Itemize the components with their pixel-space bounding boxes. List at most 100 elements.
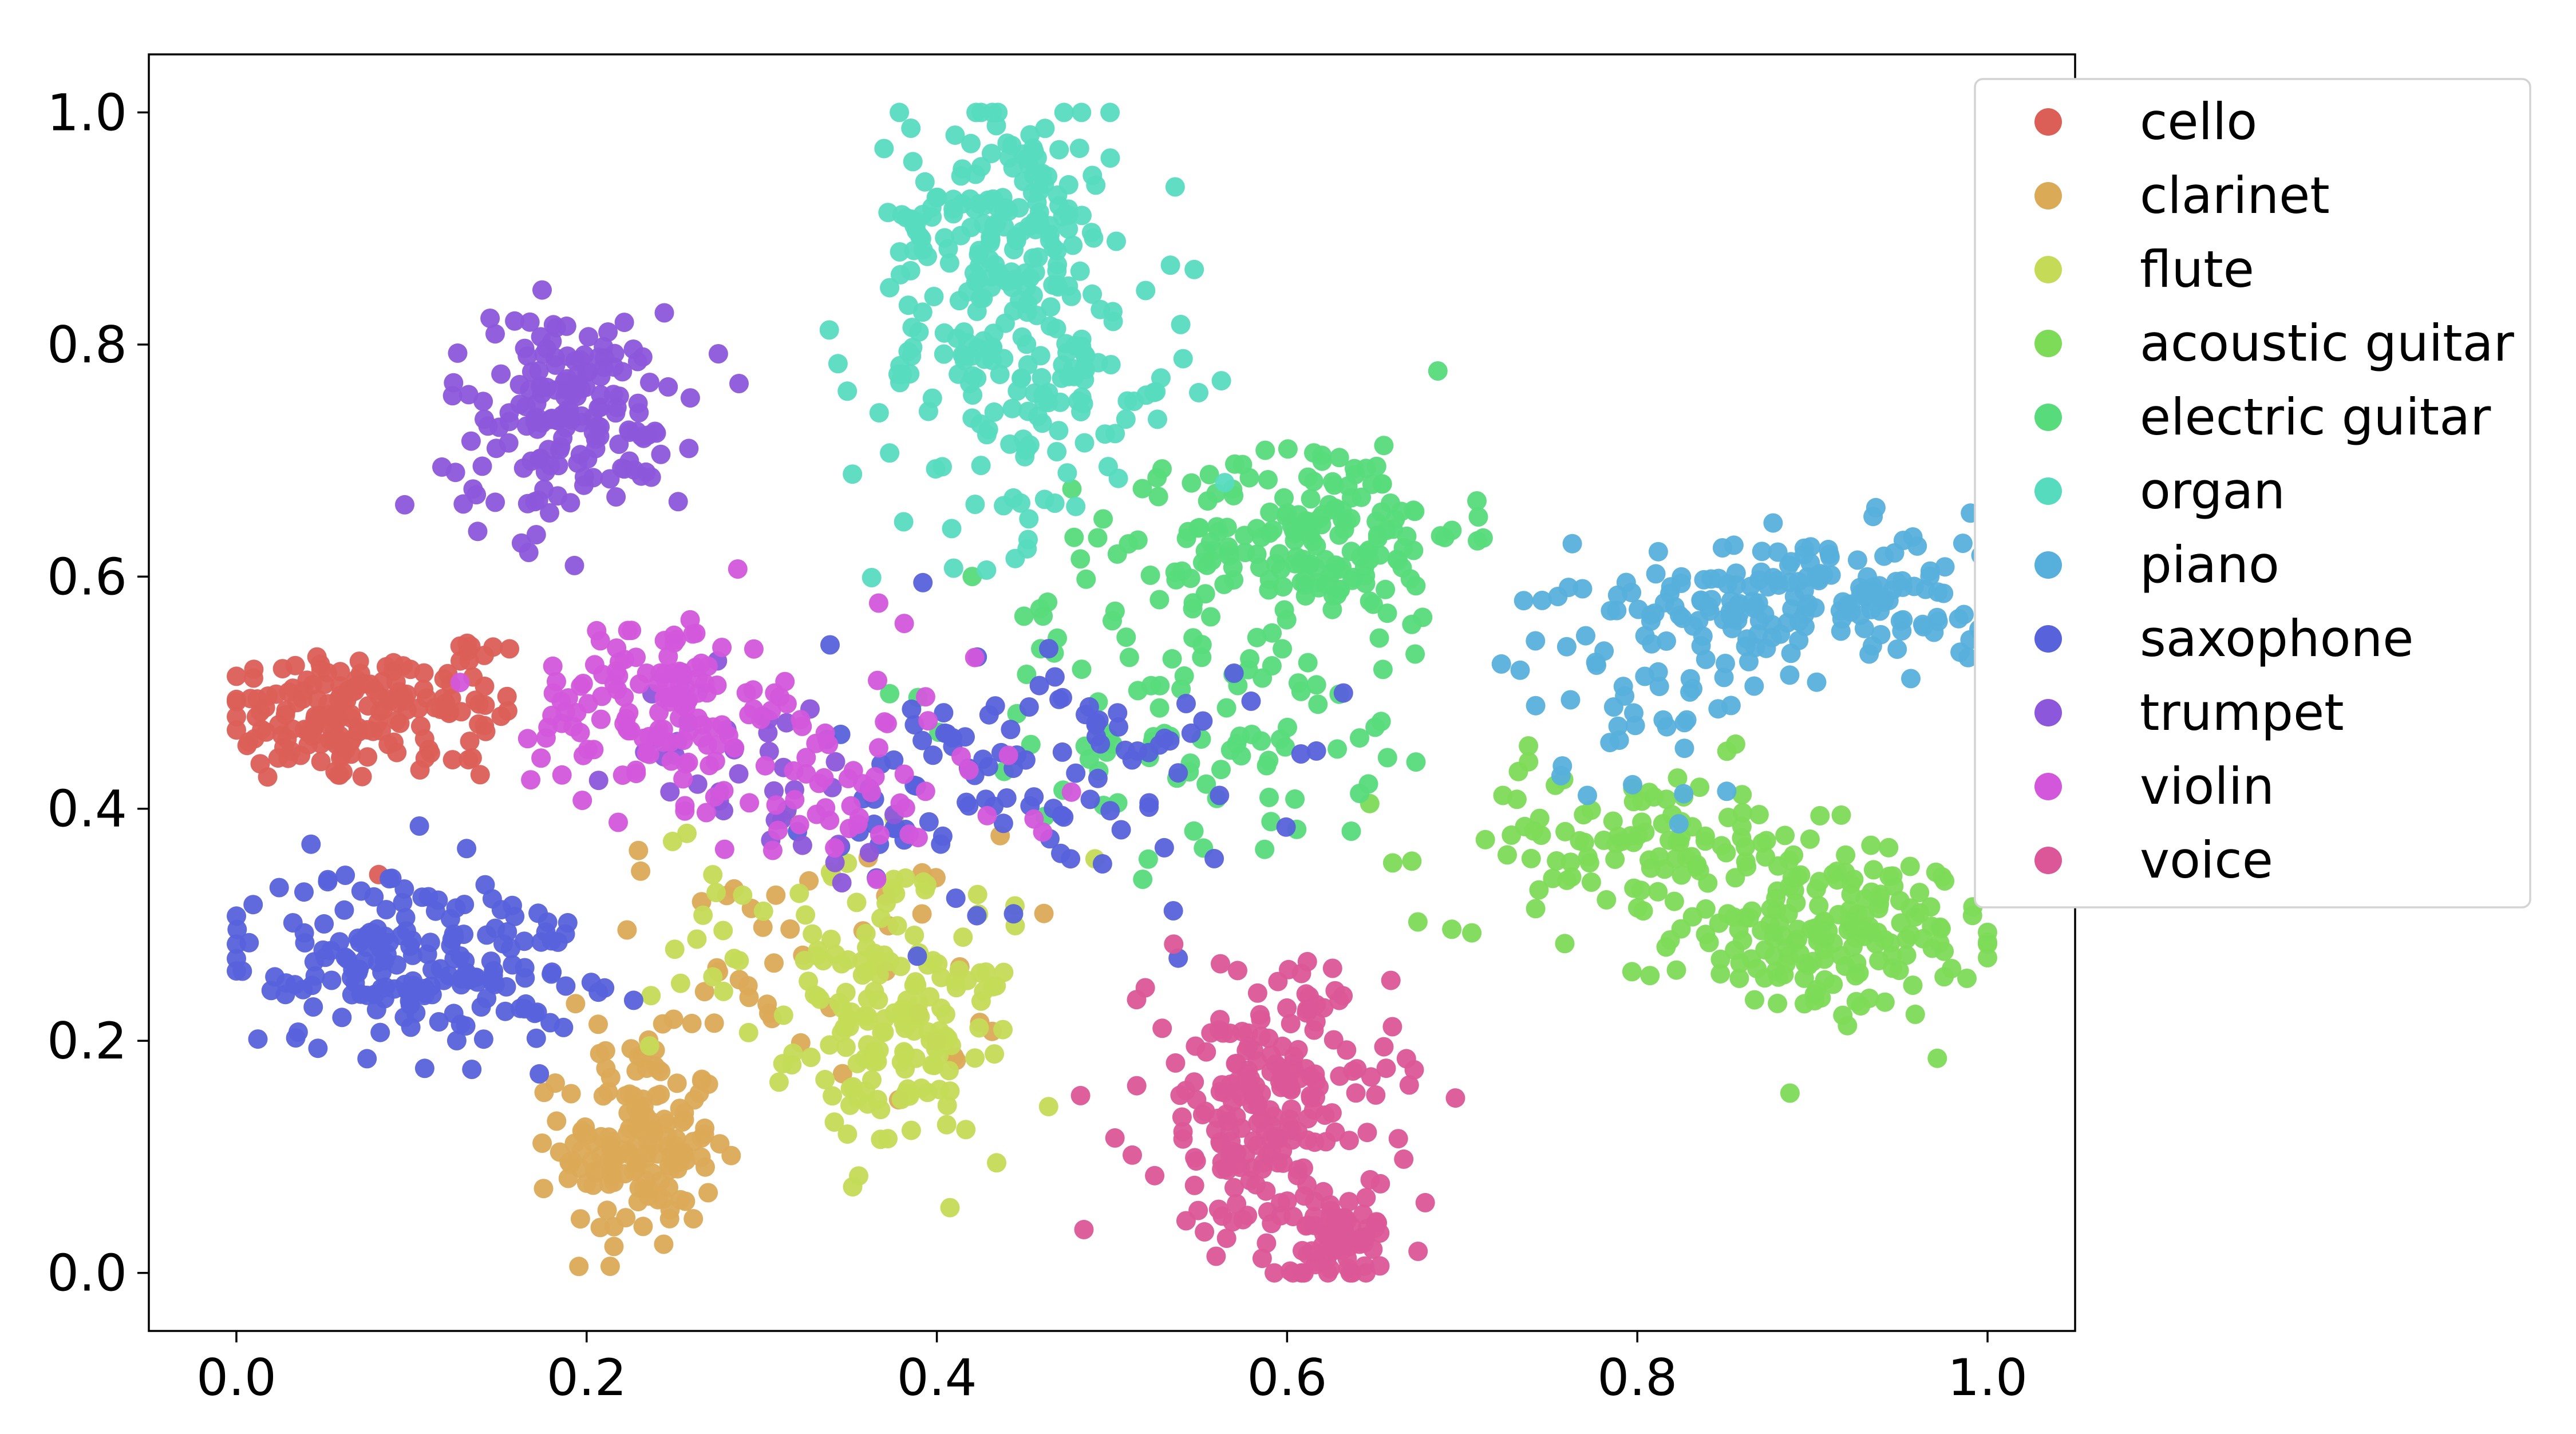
data-point (821, 930, 841, 949)
legend-label: trumpet (2140, 683, 2344, 742)
data-point (364, 887, 384, 907)
data-point (912, 904, 932, 924)
data-point (1330, 579, 1350, 599)
data-point (519, 543, 539, 562)
data-point (983, 337, 1003, 357)
legend-label: electric guitar (2140, 388, 2491, 447)
data-point (1827, 870, 1847, 890)
data-point (1586, 653, 1606, 672)
data-point (486, 439, 506, 459)
data-point (868, 670, 887, 690)
data-point (1343, 1061, 1363, 1081)
data-point (483, 637, 503, 657)
data-point (696, 803, 716, 823)
data-point (957, 792, 977, 812)
data-point (1526, 631, 1546, 651)
data-point (762, 840, 783, 860)
data-point (825, 838, 845, 858)
data-point (1058, 276, 1078, 296)
data-point (595, 978, 615, 998)
data-point (500, 639, 520, 659)
data-point (631, 1120, 651, 1140)
data-point (623, 1161, 643, 1181)
data-point (1786, 893, 1806, 913)
data-point (501, 938, 521, 958)
data-point (1928, 611, 1948, 631)
data-point (1928, 582, 1948, 602)
data-point (880, 684, 900, 704)
data-point (1313, 505, 1333, 524)
legend-label: saxophone (2140, 609, 2413, 668)
data-point (457, 839, 477, 859)
data-point (1327, 739, 1348, 759)
data-point (432, 457, 452, 477)
legend-marker (2034, 404, 2062, 431)
data-point (1794, 544, 1814, 564)
data-point (1221, 1074, 1241, 1094)
legend-marker (2034, 330, 2062, 357)
data-point (1795, 994, 1814, 1014)
data-point (832, 1064, 852, 1084)
data-point (1415, 1192, 1435, 1212)
data-point (542, 408, 562, 428)
data-point (1020, 125, 1040, 145)
data-point (792, 835, 812, 855)
data-point (673, 769, 693, 789)
data-point (707, 675, 727, 695)
data-point (636, 462, 656, 482)
data-point (1905, 907, 1925, 927)
data-point (865, 767, 885, 787)
legend-item-electric-guitar: electric guitar (2034, 388, 2491, 447)
data-point (1831, 805, 1851, 825)
data-point (1382, 1017, 1402, 1037)
data-point (1184, 259, 1204, 279)
legend-item-voice: voice (2034, 831, 2273, 890)
data-point (724, 949, 744, 969)
data-point (315, 947, 335, 967)
data-point (1045, 667, 1065, 687)
data-point (1165, 1053, 1186, 1073)
data-point (1058, 175, 1078, 195)
data-point (1608, 716, 1628, 736)
data-point (387, 742, 407, 763)
data-point (1282, 515, 1302, 535)
data-point (1208, 1199, 1228, 1219)
data-point (896, 208, 916, 228)
data-point (1100, 801, 1120, 821)
data-point (1529, 880, 1549, 900)
data-point (999, 148, 1019, 168)
data-point (1712, 836, 1732, 856)
data-point (965, 495, 985, 514)
data-point (1108, 468, 1128, 488)
data-point (858, 1035, 878, 1055)
data-point (1184, 821, 1204, 841)
data-point (1109, 717, 1128, 737)
data-point (425, 901, 445, 921)
data-point (439, 966, 459, 986)
data-point (590, 631, 610, 651)
data-point (1251, 731, 1271, 751)
data-point (525, 412, 545, 432)
data-point (867, 870, 887, 889)
data-point (876, 893, 896, 913)
data-point (573, 674, 593, 693)
data-point (1195, 1222, 1215, 1242)
data-point (1172, 1107, 1192, 1127)
data-point (1854, 926, 1874, 946)
data-point (558, 912, 578, 933)
data-point (1922, 917, 1942, 937)
data-point (1211, 371, 1231, 391)
data-point (670, 1099, 690, 1119)
data-point (462, 1060, 482, 1079)
data-point (1388, 1129, 1408, 1149)
data-point (1406, 752, 1426, 772)
data-point (527, 1002, 547, 1022)
data-point (386, 711, 406, 731)
data-point (1475, 829, 1495, 850)
data-point (239, 933, 259, 953)
data-point (1777, 938, 1797, 958)
data-point (796, 764, 816, 784)
data-point (1907, 536, 1927, 556)
data-point (1370, 1256, 1390, 1276)
data-point (1271, 1077, 1291, 1097)
